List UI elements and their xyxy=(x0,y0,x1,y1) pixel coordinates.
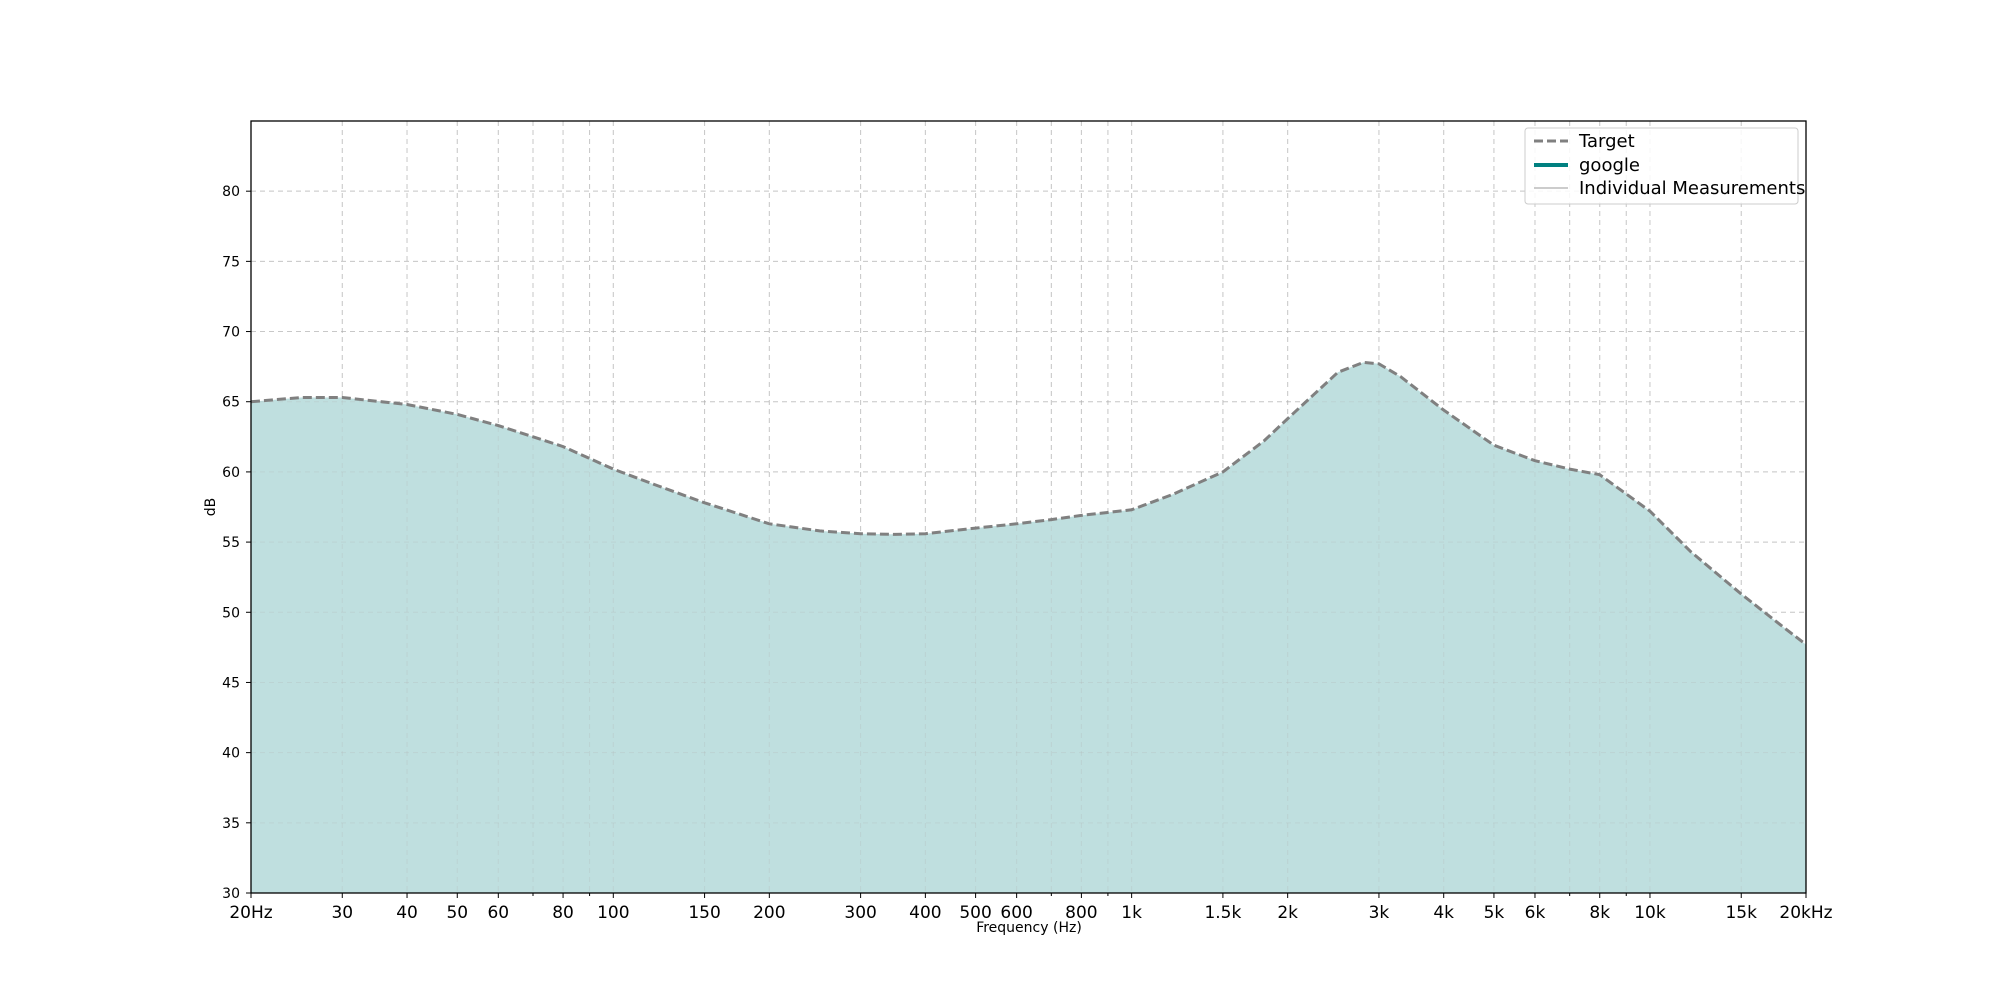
legend-google-label: google xyxy=(1579,155,1640,176)
x-tick-label: 1.5k xyxy=(1204,903,1241,923)
x-tick-label: 200 xyxy=(753,903,785,923)
x-tick-label: 8k xyxy=(1589,903,1610,923)
x-tick-label: 20kHz xyxy=(1779,903,1832,923)
x-tick-label: 50 xyxy=(446,903,468,923)
x-tick-label: 15k xyxy=(1725,903,1757,923)
x-tick-label: 400 xyxy=(909,903,941,923)
x-tick-label: 4k xyxy=(1433,903,1454,923)
area-fill xyxy=(251,362,1806,893)
y-axis-label: dB xyxy=(203,498,219,517)
legend-target-label: Target xyxy=(1578,131,1635,152)
x-tick-label: 150 xyxy=(688,903,720,923)
x-tick-label: 10k xyxy=(1634,903,1666,923)
x-tick-label: 1k xyxy=(1121,903,1142,923)
y-axis: 30 35 40 45 50 55 60 65 70 75 80 xyxy=(222,184,251,902)
x-tick-label: 80 xyxy=(552,903,574,923)
x-axis: 20Hz 30 40 50 60 80 100 150 200 300 400 500 600 800 1k… xyxy=(229,893,1833,923)
x-tick-label: 3k xyxy=(1369,903,1390,923)
y-tick-label: 80 xyxy=(222,184,240,200)
x-tick-label: 5k xyxy=(1484,903,1505,923)
x-tick-label: 2k xyxy=(1277,903,1298,923)
y-tick-label: 75 xyxy=(222,254,240,270)
x-tick-label: 60 xyxy=(487,903,509,923)
y-tick-label: 60 xyxy=(222,465,240,481)
target-curve xyxy=(250,360,1807,646)
x-axis-label: Frequency (Hz) xyxy=(976,920,1082,936)
legend-box xyxy=(1524,127,1799,205)
x-tick-label: 500 xyxy=(959,903,991,923)
y-tick-label: 50 xyxy=(222,605,240,621)
x-tick-label: 6k xyxy=(1525,903,1546,923)
y-tick-label: 55 xyxy=(222,535,240,551)
y-tick-label: 45 xyxy=(222,675,240,691)
y-tick-label: 65 xyxy=(222,395,240,411)
y-tick-label: 35 xyxy=(222,816,240,832)
x-tick-label: 600 xyxy=(1000,903,1032,923)
x-tick-label: 40 xyxy=(396,903,418,923)
legend: Target google Individual Measurements xyxy=(1524,127,1805,205)
x-tick-label: 20Hz xyxy=(229,903,272,923)
y-tick-label: 70 xyxy=(222,325,240,341)
y-tick-label: 40 xyxy=(222,746,240,762)
plot-area xyxy=(250,120,1807,894)
x-tick-label: 100 xyxy=(597,903,629,923)
legend-individual-label: Individual Measurements xyxy=(1579,178,1805,199)
x-tick-label: 800 xyxy=(1065,903,1097,923)
x-tick-label: 300 xyxy=(844,903,876,923)
x-tick-label: 30 xyxy=(331,903,353,923)
y-tick-label: 30 xyxy=(222,886,240,902)
